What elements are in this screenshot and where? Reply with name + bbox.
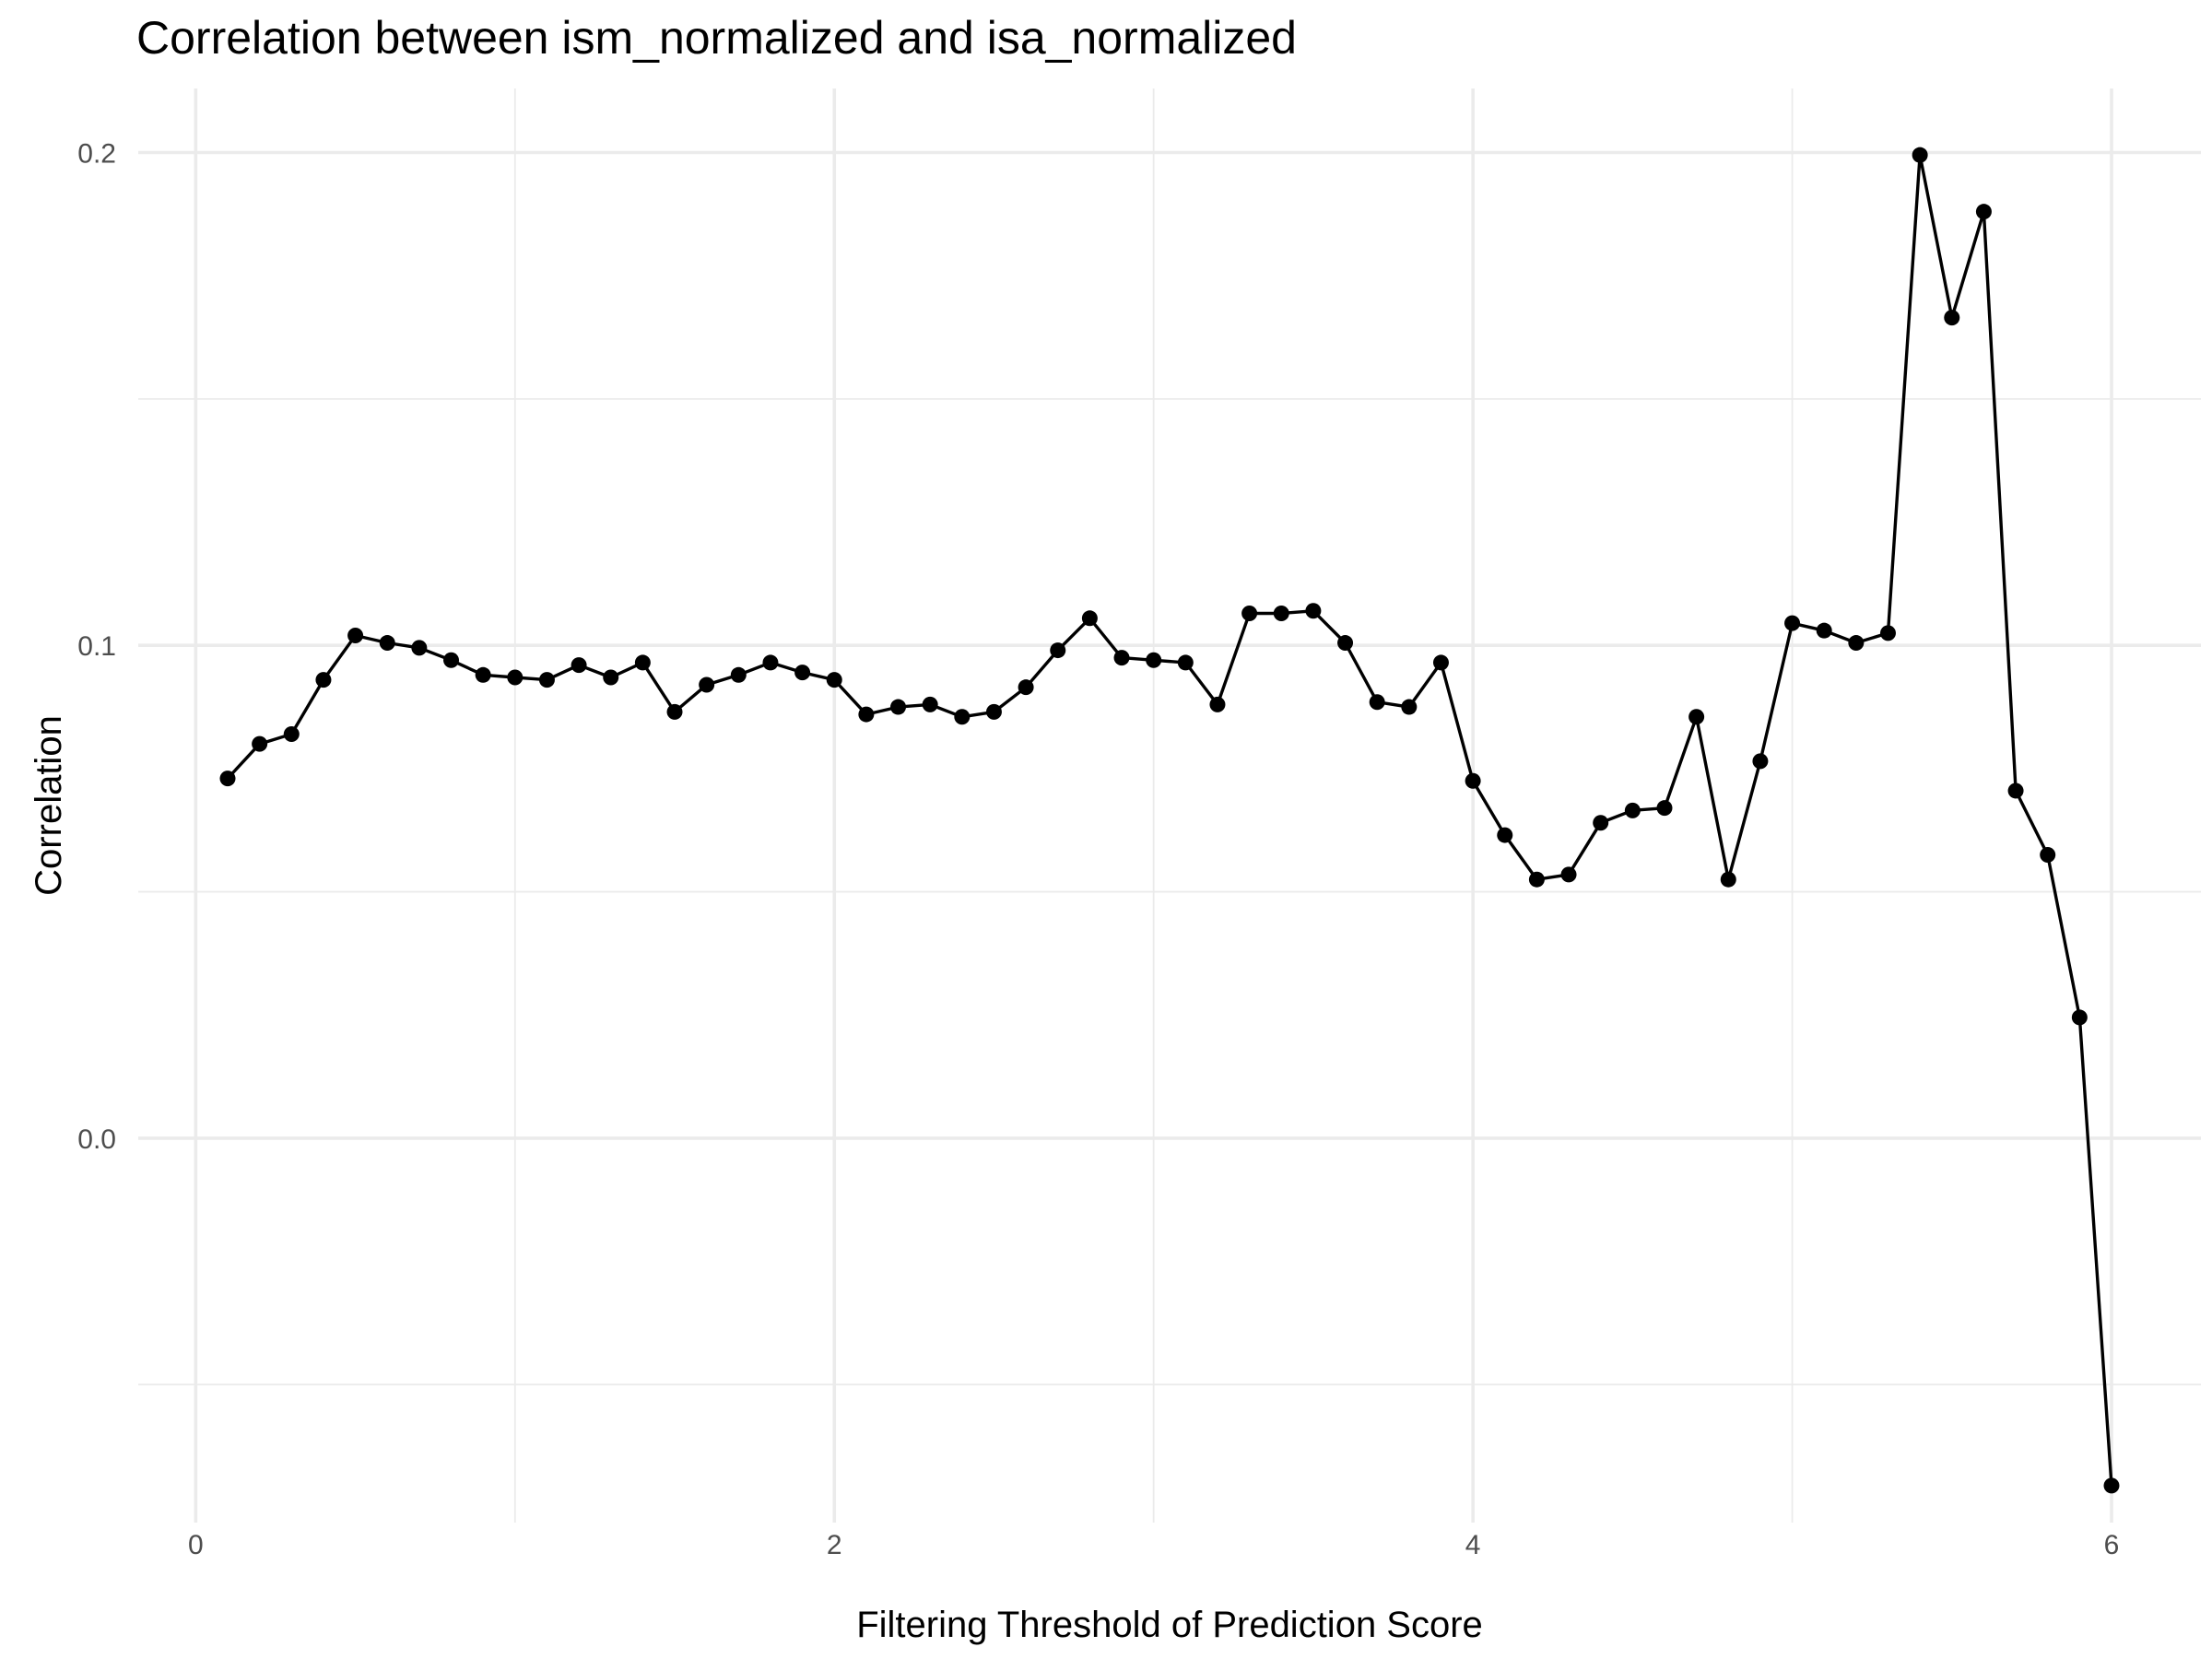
data-point xyxy=(954,709,971,725)
chart-title: Correlation between ism_normalized and i… xyxy=(136,12,1297,64)
y-tick-label: 0.1 xyxy=(77,631,116,662)
data-point xyxy=(826,672,842,688)
data-point xyxy=(283,725,300,742)
data-point xyxy=(1656,800,1673,817)
x-tick-label: 2 xyxy=(827,1530,842,1560)
data-point xyxy=(699,677,715,693)
data-point xyxy=(730,666,747,683)
data-point xyxy=(1146,652,1162,668)
data-point xyxy=(1624,802,1641,818)
data-point xyxy=(1784,615,1801,631)
series-line xyxy=(226,153,2113,1487)
data-point xyxy=(922,696,938,712)
data-point xyxy=(1720,871,1736,888)
data-point xyxy=(890,699,907,715)
data-point xyxy=(1401,699,1418,715)
data-point xyxy=(443,652,460,668)
data-point xyxy=(1432,654,1449,671)
data-point xyxy=(2071,1009,2088,1026)
y-tick-label: 0.0 xyxy=(77,1124,116,1155)
data-point xyxy=(315,672,332,688)
data-point xyxy=(538,672,555,688)
data-point xyxy=(1688,709,1705,725)
x-tick-label: 0 xyxy=(188,1530,204,1560)
axes: 0 2 4 6 0.0 0.1 0.2 xyxy=(77,139,2119,1560)
data-point xyxy=(1209,696,1226,712)
data-point xyxy=(2103,1477,2120,1494)
data-point xyxy=(1497,827,1513,843)
data-point xyxy=(985,703,1002,720)
data-point xyxy=(634,654,651,671)
data-point xyxy=(1944,310,1960,326)
data-point xyxy=(1337,635,1354,652)
x-tick-label: 6 xyxy=(2104,1530,2120,1560)
data-point xyxy=(858,706,875,723)
data-point xyxy=(2040,846,2056,863)
data-point xyxy=(1560,866,1577,883)
data-point xyxy=(1975,204,1992,220)
data-point xyxy=(2007,782,2024,799)
data-point xyxy=(1912,147,1928,163)
data-point xyxy=(1593,815,1609,831)
y-tick-label: 0.2 xyxy=(77,139,116,170)
y-axis-title: Correlation xyxy=(29,715,69,896)
data-point xyxy=(347,628,364,644)
data-point xyxy=(1113,650,1130,666)
grid xyxy=(138,88,2201,1523)
data-point xyxy=(1081,610,1098,627)
data-point xyxy=(252,735,268,752)
data-point xyxy=(666,703,683,720)
data-point xyxy=(603,669,619,686)
series xyxy=(219,147,2120,1494)
data-point xyxy=(1465,772,1481,789)
data-point xyxy=(1241,605,1258,621)
data-point xyxy=(1848,635,1865,652)
data-point xyxy=(1816,622,1832,639)
data-point xyxy=(507,669,524,686)
data-point xyxy=(571,657,587,674)
data-point xyxy=(1050,642,1066,659)
data-point xyxy=(1273,605,1289,621)
data-point xyxy=(762,654,779,671)
data-point xyxy=(1177,654,1194,671)
data-point xyxy=(1879,625,1896,641)
data-point xyxy=(794,665,811,681)
data-point xyxy=(411,640,428,656)
data-point xyxy=(1369,694,1385,711)
data-point xyxy=(475,666,491,683)
x-axis-title: Filtering Threshold of Prediction Score xyxy=(856,1605,1483,1645)
data-point xyxy=(1752,753,1769,770)
data-point xyxy=(219,771,236,787)
data-point xyxy=(1305,603,1322,619)
data-point xyxy=(1018,679,1034,696)
x-tick-label: 4 xyxy=(1465,1530,1481,1560)
data-point xyxy=(379,635,395,652)
data-point xyxy=(1528,871,1545,888)
